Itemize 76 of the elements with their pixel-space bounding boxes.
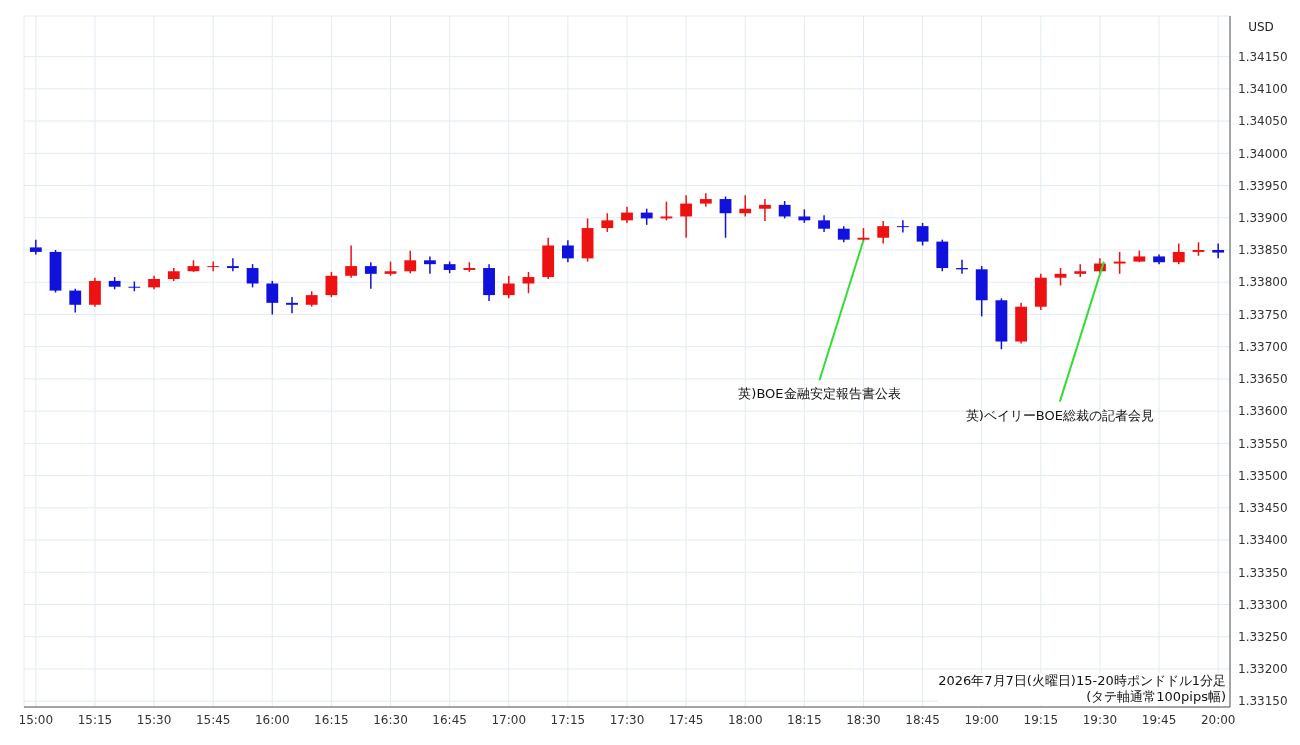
candlestick [325,271,338,298]
y-tick-label: 1.33950 [1238,178,1288,193]
x-tick-label: 16:15 [314,712,349,727]
candlestick [246,263,259,289]
candlestick [877,220,890,245]
candlestick [1113,251,1126,275]
candlestick [522,271,535,294]
y-tick-label: 1.33800 [1238,275,1288,290]
candlestick [502,275,515,300]
x-tick-label: 15:45 [195,712,231,727]
x-tick-label: 16:00 [255,712,290,727]
y-tick-label: 1.33850 [1238,243,1288,258]
annotation: 英)BOE金融安定報告書公表 [738,386,901,402]
annotation: 英)ベイリーBOE総裁の記者会見 [965,407,1154,423]
x-tick-label: 15:00 [18,712,54,727]
y-tick-label: 1.33400 [1238,533,1288,548]
y-tick-label: 1.33500 [1238,468,1288,483]
x-tick-label: 16:30 [373,712,408,727]
candlestick [719,195,732,239]
x-tick-label: 18:30 [846,712,881,727]
annotation: (タテ軸通常100pips幅) [1085,689,1226,705]
candlestick [896,219,909,234]
candlestick [916,222,929,247]
y-tick-label: 1.33150 [1238,694,1288,709]
candlestick [1074,263,1087,278]
x-tick-label: 17:15 [550,712,586,727]
candlestick [561,239,574,263]
y-tick-label: 1.33450 [1238,501,1288,516]
x-tick-label: 17:30 [609,712,645,727]
candlestick [89,276,101,308]
y-tick-label: 1.33650 [1238,372,1288,387]
y-tick-label: 1.34000 [1238,146,1288,161]
candlestick [739,194,752,218]
y-tick-label: 1.33350 [1238,565,1288,580]
x-tick-label: 15:15 [77,712,113,727]
candlestick [364,261,377,290]
y-tick-label: 1.34150 [1238,49,1288,64]
y-tick-label: 1.34050 [1238,114,1288,129]
y-tick-label: 1.33550 [1238,436,1288,451]
x-tick-label: 17:00 [491,712,527,727]
y-tick-label: 1.33300 [1238,597,1288,612]
annotation: 2026年7月7日(火曜日)15-20時ポンドドル1分足 [938,673,1226,689]
candlestick [345,244,358,279]
candlestick [1212,242,1225,260]
y-tick-label: 1.33250 [1238,630,1288,644]
x-tick-label: 20:00 [1200,712,1236,727]
x-tick-label: 19:00 [964,712,999,727]
candlestick [680,194,693,239]
candlestick [69,287,82,314]
y-tick-label: 1.33200 [1238,662,1288,677]
candlestick [1172,242,1185,265]
candlestick [759,198,771,222]
y-tick-label: 1.33600 [1238,404,1288,419]
candlestick [207,260,220,273]
candlestick [286,296,298,314]
candlestick [601,212,614,233]
x-tick-label: 19:30 [1082,712,1118,727]
x-tick-label: 17:45 [668,712,704,727]
candlestick [266,280,279,316]
x-tick-label: 18:45 [905,712,940,727]
y-tick-label: 1.34100 [1238,82,1288,97]
candlestick [699,192,712,208]
candlestick [404,249,417,274]
y-tick-label: 1.33700 [1238,339,1288,354]
x-tick-label: 16:45 [432,712,467,727]
x-tick-label: 19:15 [1023,712,1059,727]
candlestick [660,200,673,222]
candlestick [226,257,239,273]
x-tick-label: 19:45 [1141,712,1177,727]
y-tick-label: 1.33900 [1238,211,1288,226]
x-tick-label: 18:15 [787,712,822,727]
y-tick-label: 1.33750 [1238,307,1288,322]
x-tick-label: 18:00 [727,712,763,727]
x-tick-label: 15:30 [136,712,172,727]
y-axis-title: USD [1248,19,1274,34]
candlestick [424,255,436,275]
